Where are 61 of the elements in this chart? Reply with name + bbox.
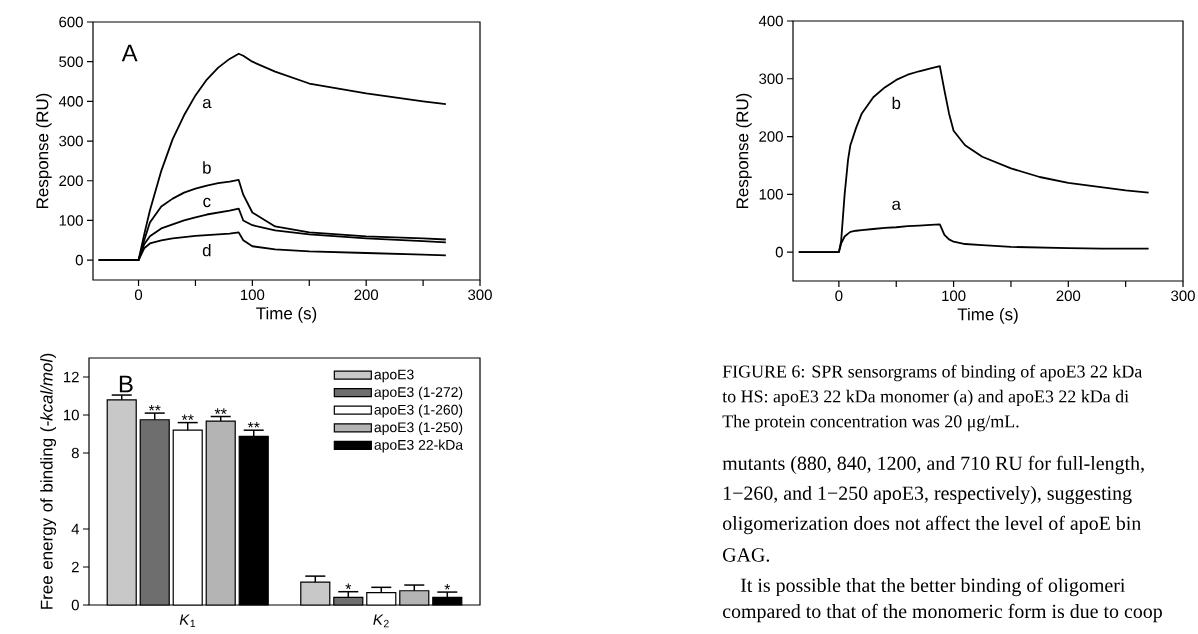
- annotation: B: [119, 375, 133, 393]
- x-tick-label: 200: [354, 289, 379, 301]
- legend-label: apoE3 22-kDa: [374, 439, 464, 453]
- x-tick-label: K$_{2}$: [373, 614, 389, 628]
- y-axis-title: Response (RU): [735, 93, 752, 208]
- y-tick-label: 300: [59, 135, 83, 147]
- y-tick-label: 100: [59, 215, 83, 226]
- series-label: a: [892, 200, 901, 210]
- annotation: A: [121, 44, 138, 62]
- caption: FIGURE 6: SPR sensorgrams of binding of apoE3 22 kDa: [722, 364, 1143, 382]
- x-tick-label: K$_{1}$: [179, 614, 196, 628]
- legend-label: apoE3 (1-250): [374, 421, 463, 435]
- y-axis-title: Response (RU): [35, 93, 52, 208]
- series-label: b: [892, 96, 901, 110]
- text: compared to that of the monomeric form is due to coop: [722, 603, 1162, 623]
- text: GAG.: [723, 548, 770, 562]
- y-tick-label: 0: [71, 599, 79, 611]
- y-tick-label: 8: [71, 447, 79, 459]
- y-tick-label: 10: [64, 409, 79, 421]
- x-axis-title: Time (s): [256, 306, 317, 323]
- x-tick-label: 300: [468, 289, 492, 301]
- legend-label: apoE3 (1-260): [374, 404, 463, 418]
- y-tick-label: 4: [71, 523, 80, 535]
- text: The protein concentration was 20 μg/mL.: [722, 414, 1019, 432]
- x-tick-label: 100: [241, 289, 265, 301]
- x-tick-label: 0: [835, 290, 843, 302]
- x-tick-label: 200: [1056, 290, 1081, 302]
- y-axis-title: Free energy of binding (-kcal/mol): [40, 353, 57, 609]
- y-tick-label: 200: [759, 131, 783, 142]
- text: mutants (880, 840, 1200, and 710 RU for full-length,: [722, 455, 1144, 475]
- series-label: c: [203, 197, 211, 208]
- legend-label: apoE3 (1-272): [374, 386, 463, 400]
- data-label: **: [148, 404, 161, 411]
- text: It is possible that the better binding of oligomeri: [740, 577, 1126, 597]
- y-tick-label: 500: [59, 56, 83, 67]
- series-label: d: [202, 243, 211, 257]
- y-tick-label: 2: [71, 561, 79, 573]
- series-label: b: [203, 161, 211, 174]
- data-label: **: [247, 422, 260, 428]
- text: 1−260, and 1−250 apoE3, respectively), suggesting: [723, 485, 1132, 505]
- data-label: *: [345, 583, 352, 590]
- text: to HS: apoE3 22 kDa monomer (a) and apoE3 22 kDa di: [722, 389, 1129, 407]
- legend-label: apoE3: [374, 369, 414, 383]
- y-tick-label: 300: [759, 73, 783, 85]
- y-tick-label: 0: [75, 254, 83, 266]
- y-tick-label: 400: [58, 96, 83, 107]
- y-tick-label: 600: [59, 16, 83, 28]
- y-tick-label: 12: [64, 371, 79, 383]
- y-tick-label: 400: [758, 15, 783, 27]
- y-tick-label: 200: [59, 175, 83, 187]
- x-tick-label: 0: [134, 289, 143, 301]
- data-label: *: [444, 583, 451, 590]
- text: oligomerization does not affect the level of apoE bin: [722, 515, 1141, 535]
- x-tick-label: 100: [942, 290, 966, 302]
- y-tick-label: 100: [759, 189, 783, 200]
- x-axis-title: Time (s): [957, 307, 1018, 324]
- series-label: a: [202, 98, 212, 109]
- data-label: **: [181, 414, 194, 421]
- y-tick-label: 0: [775, 246, 783, 258]
- x-tick-label: 300: [1171, 290, 1195, 302]
- data-label: **: [214, 408, 227, 414]
